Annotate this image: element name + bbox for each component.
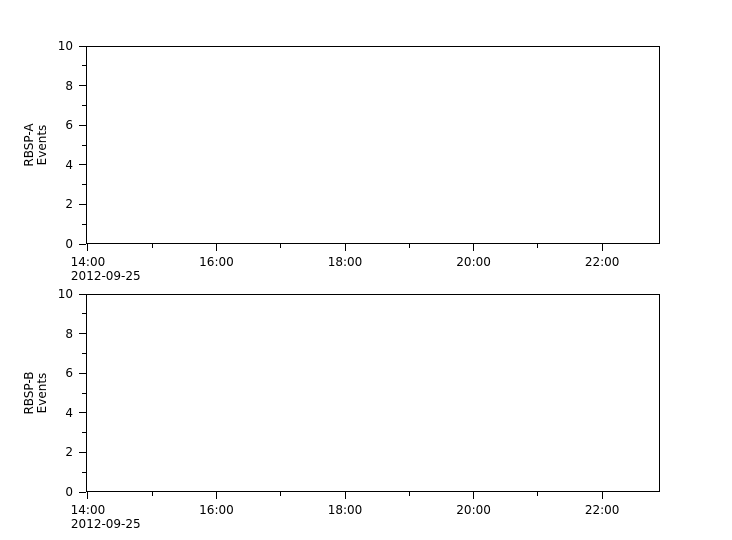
y-tick-label: 0	[65, 485, 73, 499]
x-major-tick	[344, 492, 346, 499]
x-minor-tick	[408, 244, 410, 248]
x-major-tick	[473, 244, 475, 251]
y-major-tick	[79, 372, 86, 374]
y-major-tick	[79, 124, 86, 126]
y-major-tick	[79, 451, 86, 453]
x-tick-label: 18:00	[327, 255, 363, 269]
x-tick-label: 18:00	[327, 503, 363, 517]
y-axis-label-line: Events	[35, 124, 49, 166]
y-major-tick	[79, 243, 86, 245]
x-axis-date-label: 2012-09-25	[70, 517, 141, 531]
plot-frame	[86, 294, 660, 492]
x-tick-label: 14:00	[70, 503, 106, 517]
x-major-tick	[601, 244, 603, 251]
x-tick-label: 22:00	[584, 255, 620, 269]
y-major-tick	[79, 333, 86, 335]
y-minor-tick	[82, 144, 86, 146]
y-tick-label: 8	[65, 326, 73, 341]
y-major-tick	[79, 491, 86, 493]
y-axis-label: RBSP-B Events	[22, 371, 49, 414]
y-minor-tick	[82, 184, 86, 186]
x-tick-label: 20:00	[456, 255, 491, 269]
x-major-tick	[87, 244, 89, 251]
x-minor-tick	[151, 244, 153, 248]
y-tick-label: 6	[65, 118, 73, 133]
y-tick-label: 8	[65, 78, 73, 93]
y-tick-label: 4	[65, 405, 73, 420]
y-major-tick	[79, 164, 86, 166]
y-tick-label: 0	[65, 237, 73, 251]
y-minor-tick	[82, 352, 86, 354]
x-minor-tick	[537, 492, 539, 496]
x-minor-tick	[151, 492, 153, 496]
x-major-tick	[87, 492, 89, 499]
y-tick-label: 10	[57, 287, 73, 301]
x-minor-tick	[537, 244, 539, 248]
y-axis-label: RBSP-A Events	[22, 123, 49, 166]
x-minor-tick	[280, 244, 282, 248]
y-major-tick	[79, 412, 86, 414]
x-major-tick	[473, 492, 475, 499]
y-minor-tick	[82, 65, 86, 67]
x-minor-tick	[280, 492, 282, 496]
y-tick-label: 2	[65, 197, 73, 212]
y-major-tick	[79, 293, 86, 295]
x-tick-label: 22:00	[584, 503, 620, 517]
y-major-tick	[79, 85, 86, 87]
y-minor-tick	[82, 471, 86, 473]
x-tick-label: 16:00	[199, 503, 234, 517]
y-major-tick	[79, 203, 86, 205]
x-major-tick	[215, 244, 217, 251]
y-tick-label: 2	[65, 445, 73, 460]
y-major-tick	[79, 45, 86, 47]
y-tick-label: 4	[65, 157, 73, 172]
x-tick-label: 16:00	[199, 255, 234, 269]
y-minor-tick	[82, 313, 86, 315]
y-axis-label-line: Events	[35, 372, 49, 414]
x-tick-label: 20:00	[456, 503, 491, 517]
x-major-tick	[344, 244, 346, 251]
x-major-tick	[601, 492, 603, 499]
y-minor-tick	[82, 392, 86, 394]
y-minor-tick	[82, 104, 86, 106]
y-minor-tick	[82, 432, 86, 434]
x-minor-tick	[408, 492, 410, 496]
y-minor-tick	[82, 223, 86, 225]
x-tick-label: 14:00	[70, 255, 106, 269]
x-axis-date-label: 2012-09-25	[70, 269, 141, 283]
plot-frame	[86, 46, 660, 244]
y-tick-label: 6	[65, 366, 73, 381]
x-major-tick	[215, 492, 217, 499]
y-tick-label: 10	[57, 39, 73, 53]
